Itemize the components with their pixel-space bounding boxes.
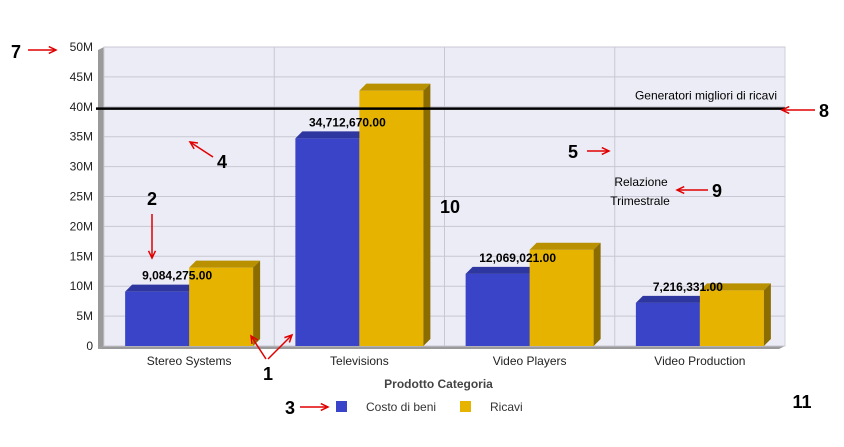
bar-top xyxy=(465,266,537,274)
bar xyxy=(699,283,771,346)
callout-arrowhead xyxy=(284,333,294,343)
bar-side xyxy=(423,83,431,347)
y-tick-label: 10M xyxy=(70,279,93,293)
bar-top xyxy=(359,83,431,91)
bar xyxy=(465,266,537,346)
x-tick-label: Video Players xyxy=(493,354,567,368)
bars xyxy=(125,83,771,347)
bar-top xyxy=(125,284,197,292)
bar-front xyxy=(125,291,190,346)
callout-arrow xyxy=(250,335,267,360)
callout-number: 9 xyxy=(712,181,722,201)
callout-number: 8 xyxy=(819,101,829,121)
legend-label: Costo di beni xyxy=(366,400,436,414)
bar-top xyxy=(699,283,771,291)
callout-arrow xyxy=(189,141,214,158)
annotation-text-line2: Trimestrale xyxy=(610,194,670,208)
data-label: 12,069,021.00 xyxy=(479,251,556,265)
callout-number: 1 xyxy=(263,364,273,384)
callout-arrowhead xyxy=(250,334,259,345)
annotation-text-line1: Relazione xyxy=(614,175,668,189)
bar-top xyxy=(295,131,367,139)
legend: Costo di beni Ricavi xyxy=(336,400,523,414)
data-label: 34,712,670.00 xyxy=(309,115,386,129)
callout-arrow xyxy=(267,334,293,360)
y-tick-label: 20M xyxy=(70,219,93,233)
y-tick-label: 30M xyxy=(70,160,93,174)
data-label: 9,084,275.00 xyxy=(142,269,212,283)
bar-side xyxy=(253,260,261,346)
y-tick-label: 40M xyxy=(70,100,93,114)
bar-front xyxy=(529,249,594,346)
callout-number: 10 xyxy=(440,197,460,217)
y-tick-label: 50M xyxy=(70,40,93,54)
y-tick-label: 15M xyxy=(70,249,93,263)
bar xyxy=(359,83,431,347)
axes: 9,084,275.00 Stereo Systems 34,712,670.00 T… xyxy=(70,40,746,391)
callout-number: 11 xyxy=(792,392,811,412)
bar-top xyxy=(635,295,707,303)
y-tick-label: 0 xyxy=(86,339,93,353)
callout-number: 7 xyxy=(11,42,21,62)
x-tick-label: Stereo Systems xyxy=(147,354,232,368)
floor xyxy=(98,346,785,349)
callout-arrowhead xyxy=(675,185,685,195)
bar xyxy=(635,295,707,346)
callout-number: 3 xyxy=(285,398,295,418)
bar-top xyxy=(529,242,601,250)
callout-arrowhead xyxy=(780,105,790,115)
callout-number: 4 xyxy=(217,152,227,172)
bar xyxy=(295,131,367,346)
y-tick-label: 25M xyxy=(70,190,93,204)
reference-line-label: Generatori migliori di ricavi xyxy=(635,89,777,103)
callout-arrowhead xyxy=(188,141,199,150)
x-tick-label: Video Production xyxy=(654,354,745,368)
legend-label: Ricavi xyxy=(490,400,523,414)
bar xyxy=(125,284,197,346)
callout-arrowhead xyxy=(147,250,157,260)
callouts: 1 2 3 4 5 7 8 9 10 11 xyxy=(11,42,829,418)
bar-side xyxy=(593,242,601,346)
callout-number: 2 xyxy=(147,189,157,209)
overlay: Generatori migliori di ricavi Relazione Tr… xyxy=(96,89,785,208)
legend-swatch xyxy=(460,401,471,412)
y-tick-label: 35M xyxy=(70,130,93,144)
bar-front xyxy=(465,273,530,346)
bar-front xyxy=(359,90,424,347)
bar-front xyxy=(635,302,700,346)
bar-side xyxy=(763,283,771,346)
y-tick-label: 45M xyxy=(70,70,93,84)
y-tick-label: 5M xyxy=(76,309,93,323)
bar xyxy=(189,260,261,346)
bar-top xyxy=(189,260,261,268)
x-axis-title: Prodotto Categoria xyxy=(384,377,493,391)
callout-arrowhead xyxy=(601,146,611,156)
callout-arrowhead xyxy=(48,45,58,55)
bar xyxy=(529,242,601,346)
bar-front xyxy=(699,290,764,346)
callout-number: 5 xyxy=(568,142,578,162)
data-label: 7,216,331.00 xyxy=(653,280,723,294)
side-wall xyxy=(98,47,104,349)
bar-front xyxy=(189,267,254,346)
x-tick-label: Televisions xyxy=(330,354,389,368)
callout-arrowhead xyxy=(320,402,330,412)
legend-swatch xyxy=(336,401,347,412)
bar-front xyxy=(295,138,360,346)
